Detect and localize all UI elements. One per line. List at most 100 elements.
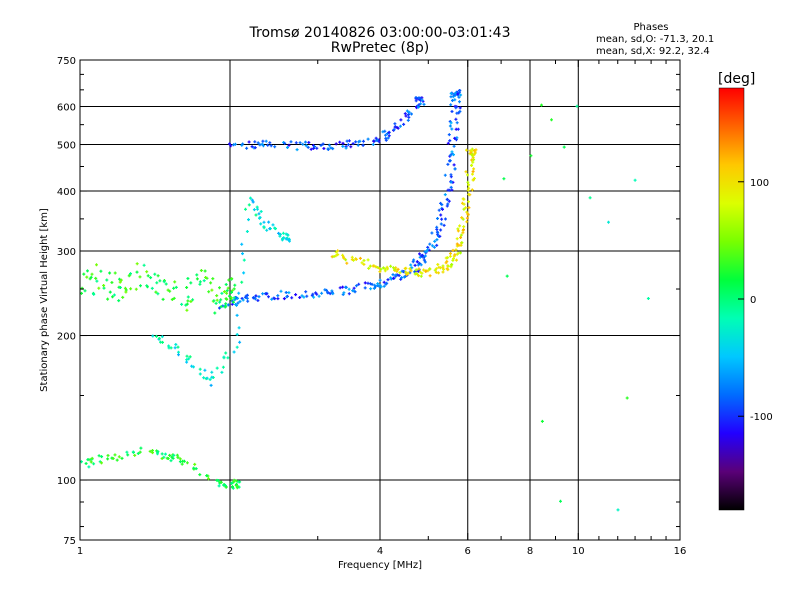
echo-point (174, 285, 178, 289)
echo-point (271, 223, 275, 227)
echo-point (210, 288, 214, 292)
echo-point (370, 282, 374, 286)
echo-point (226, 356, 230, 360)
echo-point (306, 145, 310, 149)
y-axis-label: Stationary phase Virtual Height [km] (39, 208, 50, 392)
echo-point (447, 199, 451, 203)
echo-point (139, 446, 143, 450)
echo-point (633, 178, 637, 182)
echo-point (278, 232, 282, 236)
echo-point (449, 180, 453, 184)
echo-point (241, 142, 245, 146)
echo-point (159, 340, 162, 344)
echo-point (138, 275, 142, 279)
echo-point (363, 281, 367, 285)
echo-point (422, 258, 426, 262)
echo-point (441, 266, 445, 270)
echo-point (449, 185, 453, 189)
echo-point (464, 206, 468, 210)
echo-point (212, 299, 216, 303)
colorbar-ticks: 100 0 -100 (738, 178, 773, 423)
echo-point (253, 146, 257, 150)
echo-point (126, 453, 130, 457)
echo-point (392, 276, 395, 280)
echo-point (223, 290, 226, 294)
echo-point (203, 269, 207, 273)
echo-point (393, 268, 397, 272)
echo-point (398, 271, 402, 275)
echo-point (169, 459, 173, 463)
echo-point (366, 137, 370, 141)
phase-stats: Phases mean, sd,O: -71.3, 20.1 mean, sd,… (596, 22, 715, 58)
echo-point (97, 286, 101, 290)
echo-point (405, 109, 409, 113)
echo-point (450, 263, 454, 266)
echo-point (173, 280, 177, 284)
echo-point (422, 268, 426, 272)
echo-point (180, 302, 184, 306)
y-tick-label: 100 (57, 476, 76, 487)
echo-point (562, 145, 566, 149)
colorbar-unit-label: [deg] (718, 71, 756, 87)
echo-point (446, 268, 450, 272)
echo-point (455, 111, 459, 115)
echo-point (158, 279, 162, 283)
echo-point (412, 258, 416, 262)
echo-point (449, 121, 453, 125)
echo-point (265, 228, 269, 232)
echo-point (449, 95, 453, 99)
echo-point (362, 259, 366, 262)
echo-point (454, 106, 458, 110)
echo-point (459, 236, 463, 239)
echo-point (257, 212, 261, 216)
y-axis: 75 100 200 300 400 500 600 750 (57, 56, 680, 547)
echo-point (433, 245, 436, 249)
echo-point (470, 188, 474, 192)
echo-point (138, 450, 142, 454)
echo-point (189, 300, 193, 303)
echo-point (436, 263, 440, 266)
echo-point (397, 274, 401, 277)
echo-point (83, 289, 87, 293)
echo-point (121, 295, 125, 299)
echo-point (133, 453, 137, 457)
echo-point (285, 295, 289, 299)
echo-point (451, 99, 454, 102)
echo-point (237, 326, 241, 330)
echo-point (301, 142, 305, 146)
echo-point (186, 277, 190, 280)
echo-point (505, 274, 509, 278)
echo-point (283, 141, 287, 145)
echo-point (162, 280, 166, 284)
echo-point (403, 267, 407, 270)
echo-point (164, 452, 167, 456)
echo-point (467, 206, 471, 210)
echo-point (362, 139, 365, 143)
echo-point (186, 299, 190, 303)
echo-point (94, 276, 98, 280)
echo-point (420, 98, 424, 102)
echo-point (120, 456, 124, 460)
echo-point (85, 275, 89, 279)
echo-point (422, 102, 426, 106)
echo-point (456, 229, 460, 233)
echo-point (233, 283, 237, 287)
echo-point (267, 295, 270, 299)
echo-point (229, 296, 233, 300)
echo-point (261, 139, 265, 143)
echo-point (373, 283, 377, 287)
echo-point (472, 153, 476, 157)
echo-point (259, 222, 263, 226)
echo-point (207, 477, 210, 481)
echo-point (213, 311, 217, 315)
x-axis-label: Frequency [MHz] (338, 560, 422, 571)
echo-point (220, 370, 224, 374)
echo-point (417, 96, 421, 100)
echo-point (446, 141, 450, 145)
echo-point (439, 228, 443, 232)
echo-point (86, 458, 90, 462)
echo-point (235, 313, 239, 317)
colorbar-tick-label: -100 (750, 412, 773, 423)
echo-point (264, 139, 268, 143)
phase-stats-o-mode: mean, sd,O: -71.3, 20.1 (596, 34, 715, 45)
